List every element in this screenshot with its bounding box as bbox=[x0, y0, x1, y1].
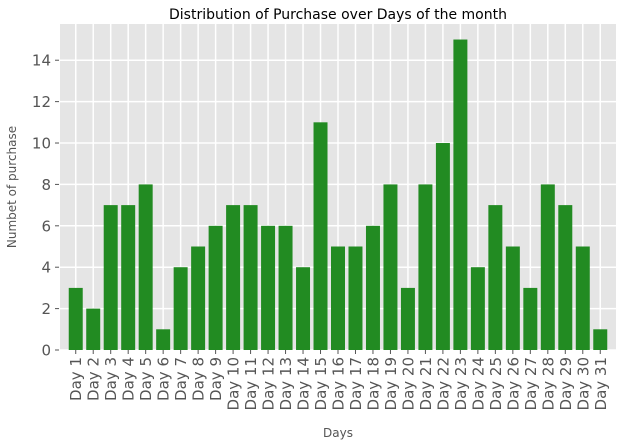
x-tick-label: Day 3 bbox=[102, 357, 120, 401]
bar bbox=[103, 205, 118, 350]
bars bbox=[68, 39, 608, 351]
x-tick-label: Day 7 bbox=[172, 357, 190, 401]
bar bbox=[593, 329, 608, 350]
y-axis-ticks: 0 2 4 6 8 10 12 14 bbox=[32, 52, 59, 360]
x-tick-label: Day 13 bbox=[277, 357, 295, 410]
bar bbox=[523, 287, 538, 350]
bar bbox=[540, 184, 555, 350]
x-axis-ticks: Day 1 Day 2 Day 3 Day 4 Day 5 Day 6 Day 7 Day 8… bbox=[67, 350, 610, 410]
bar bbox=[261, 225, 276, 350]
y-tick-label: 10 bbox=[32, 135, 51, 153]
chart-title: Distribution of Purchase over Days of th… bbox=[169, 7, 507, 23]
x-tick-label: Day 26 bbox=[504, 357, 522, 410]
bar bbox=[331, 246, 345, 350]
y-tick-label: 0 bbox=[41, 342, 51, 360]
bar bbox=[348, 246, 363, 350]
bar bbox=[558, 205, 573, 350]
bar bbox=[418, 184, 433, 350]
x-axis-label: Days bbox=[323, 426, 353, 440]
x-tick-label: Day 1 bbox=[67, 357, 85, 401]
x-tick-label: Day 16 bbox=[330, 357, 348, 410]
x-tick-label: Day 10 bbox=[225, 357, 243, 410]
x-tick-label: Day 8 bbox=[190, 357, 208, 401]
y-tick-label: 2 bbox=[41, 300, 51, 318]
x-tick-label: Day 9 bbox=[207, 357, 225, 401]
x-tick-label: Day 12 bbox=[260, 357, 278, 410]
bar bbox=[400, 287, 415, 350]
bar bbox=[138, 184, 153, 350]
x-tick-label: Day 21 bbox=[417, 357, 435, 410]
x-tick-label: Day 5 bbox=[137, 357, 155, 401]
bar bbox=[470, 267, 485, 350]
bar bbox=[208, 225, 223, 350]
x-tick-label: Day 14 bbox=[295, 357, 313, 410]
y-axis-label: Numbet of purchase bbox=[5, 126, 19, 248]
bar bbox=[365, 225, 380, 350]
bar bbox=[226, 205, 241, 350]
bar bbox=[191, 246, 206, 350]
x-tick-label: Day 22 bbox=[434, 357, 452, 410]
bar bbox=[505, 246, 520, 350]
bar bbox=[156, 329, 171, 350]
y-tick-label: 8 bbox=[41, 176, 51, 194]
x-tick-label: Day 15 bbox=[312, 357, 330, 410]
y-tick-label: 6 bbox=[41, 217, 51, 235]
x-tick-label: Day 28 bbox=[539, 357, 557, 410]
x-tick-label: Day 23 bbox=[452, 357, 470, 410]
x-tick-label: Day 19 bbox=[382, 357, 400, 410]
bar bbox=[243, 205, 258, 350]
bar bbox=[435, 143, 450, 350]
x-tick-label: Day 17 bbox=[347, 357, 365, 410]
x-tick-label: Day 24 bbox=[469, 357, 487, 410]
bar bbox=[121, 205, 136, 350]
bar bbox=[296, 267, 311, 350]
x-tick-label: Day 18 bbox=[364, 357, 382, 410]
x-tick-label: Day 4 bbox=[120, 357, 138, 401]
bar bbox=[173, 267, 188, 350]
bar bbox=[453, 39, 468, 351]
x-tick-label: Day 11 bbox=[242, 357, 260, 410]
y-tick-label: 12 bbox=[32, 93, 51, 111]
bar bbox=[313, 122, 328, 350]
x-tick-label: Day 31 bbox=[592, 357, 610, 410]
bar bbox=[68, 287, 83, 350]
x-tick-label: Day 27 bbox=[522, 357, 540, 410]
x-tick-label: Day 25 bbox=[487, 357, 505, 410]
bar bbox=[383, 184, 398, 350]
y-tick-label: 4 bbox=[41, 259, 51, 277]
x-tick-label: Day 2 bbox=[85, 357, 103, 401]
x-tick-label: Day 6 bbox=[155, 357, 173, 401]
x-tick-label: Day 29 bbox=[557, 357, 575, 410]
x-tick-label: Day 20 bbox=[399, 357, 417, 410]
bar bbox=[575, 246, 590, 350]
bar bbox=[278, 225, 293, 350]
bar bbox=[86, 308, 101, 350]
bar bbox=[488, 205, 503, 350]
y-tick-label: 14 bbox=[32, 52, 51, 70]
x-tick-label: Day 30 bbox=[574, 357, 592, 410]
